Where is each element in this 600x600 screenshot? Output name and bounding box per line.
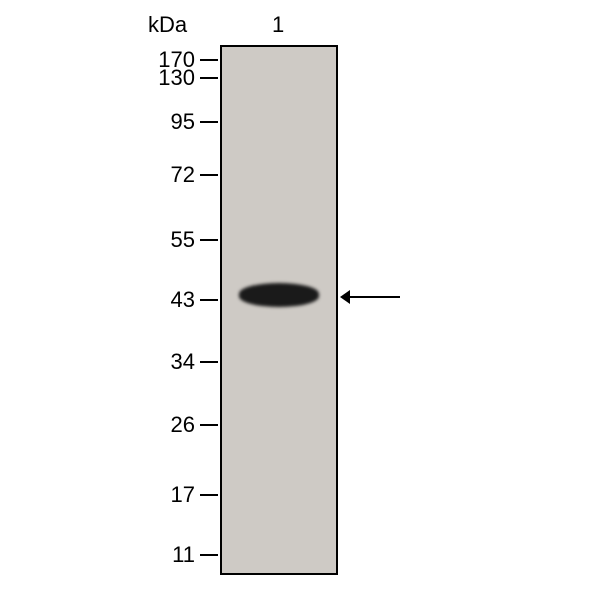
unit-label: kDa (148, 12, 187, 38)
marker-tick-26 (200, 424, 218, 426)
lane-1-label: 1 (272, 12, 284, 38)
marker-label-43: 43 (140, 287, 195, 313)
western-blot-figure: kDa 1 1701309572554334261711 (0, 0, 600, 600)
band-arrow-line (350, 296, 400, 298)
marker-tick-95 (200, 121, 218, 123)
marker-tick-17 (200, 494, 218, 496)
marker-label-130: 130 (140, 65, 195, 91)
marker-tick-11 (200, 554, 218, 556)
marker-label-17: 17 (140, 482, 195, 508)
marker-label-34: 34 (140, 349, 195, 375)
marker-tick-170 (200, 59, 218, 61)
marker-tick-43 (200, 299, 218, 301)
marker-tick-34 (200, 361, 218, 363)
marker-tick-72 (200, 174, 218, 176)
marker-label-55: 55 (140, 227, 195, 253)
marker-label-95: 95 (140, 109, 195, 135)
protein-band (239, 283, 319, 307)
marker-tick-55 (200, 239, 218, 241)
marker-label-11: 11 (140, 542, 195, 568)
marker-tick-130 (200, 77, 218, 79)
marker-label-26: 26 (140, 412, 195, 438)
marker-label-72: 72 (140, 162, 195, 188)
band-arrow-head (340, 290, 350, 304)
lane-strip (220, 45, 338, 575)
